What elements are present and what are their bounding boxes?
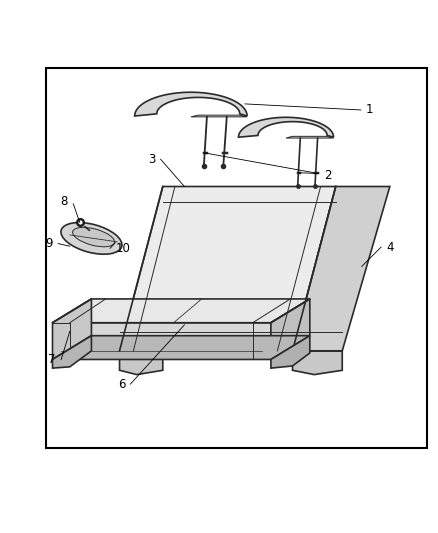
Polygon shape <box>293 187 390 351</box>
Polygon shape <box>238 117 334 137</box>
Ellipse shape <box>73 228 115 247</box>
Text: 4: 4 <box>386 240 394 254</box>
Polygon shape <box>271 299 310 359</box>
Bar <box>46 68 427 448</box>
Text: 9: 9 <box>46 237 53 250</box>
Text: 7: 7 <box>49 353 56 366</box>
Polygon shape <box>293 351 342 375</box>
Polygon shape <box>286 136 334 138</box>
Text: 2: 2 <box>324 169 331 182</box>
Polygon shape <box>134 92 247 116</box>
Polygon shape <box>120 351 163 375</box>
Polygon shape <box>53 322 271 359</box>
Polygon shape <box>53 299 310 322</box>
Polygon shape <box>271 336 310 368</box>
Ellipse shape <box>61 223 122 254</box>
Text: 6: 6 <box>118 377 125 391</box>
Polygon shape <box>53 336 92 368</box>
Polygon shape <box>120 187 336 351</box>
Polygon shape <box>53 336 310 359</box>
Polygon shape <box>53 299 92 359</box>
Text: 3: 3 <box>148 153 155 166</box>
Text: 1: 1 <box>366 103 374 116</box>
Text: 8: 8 <box>60 195 67 208</box>
Text: 10: 10 <box>115 242 130 255</box>
Polygon shape <box>191 115 247 117</box>
